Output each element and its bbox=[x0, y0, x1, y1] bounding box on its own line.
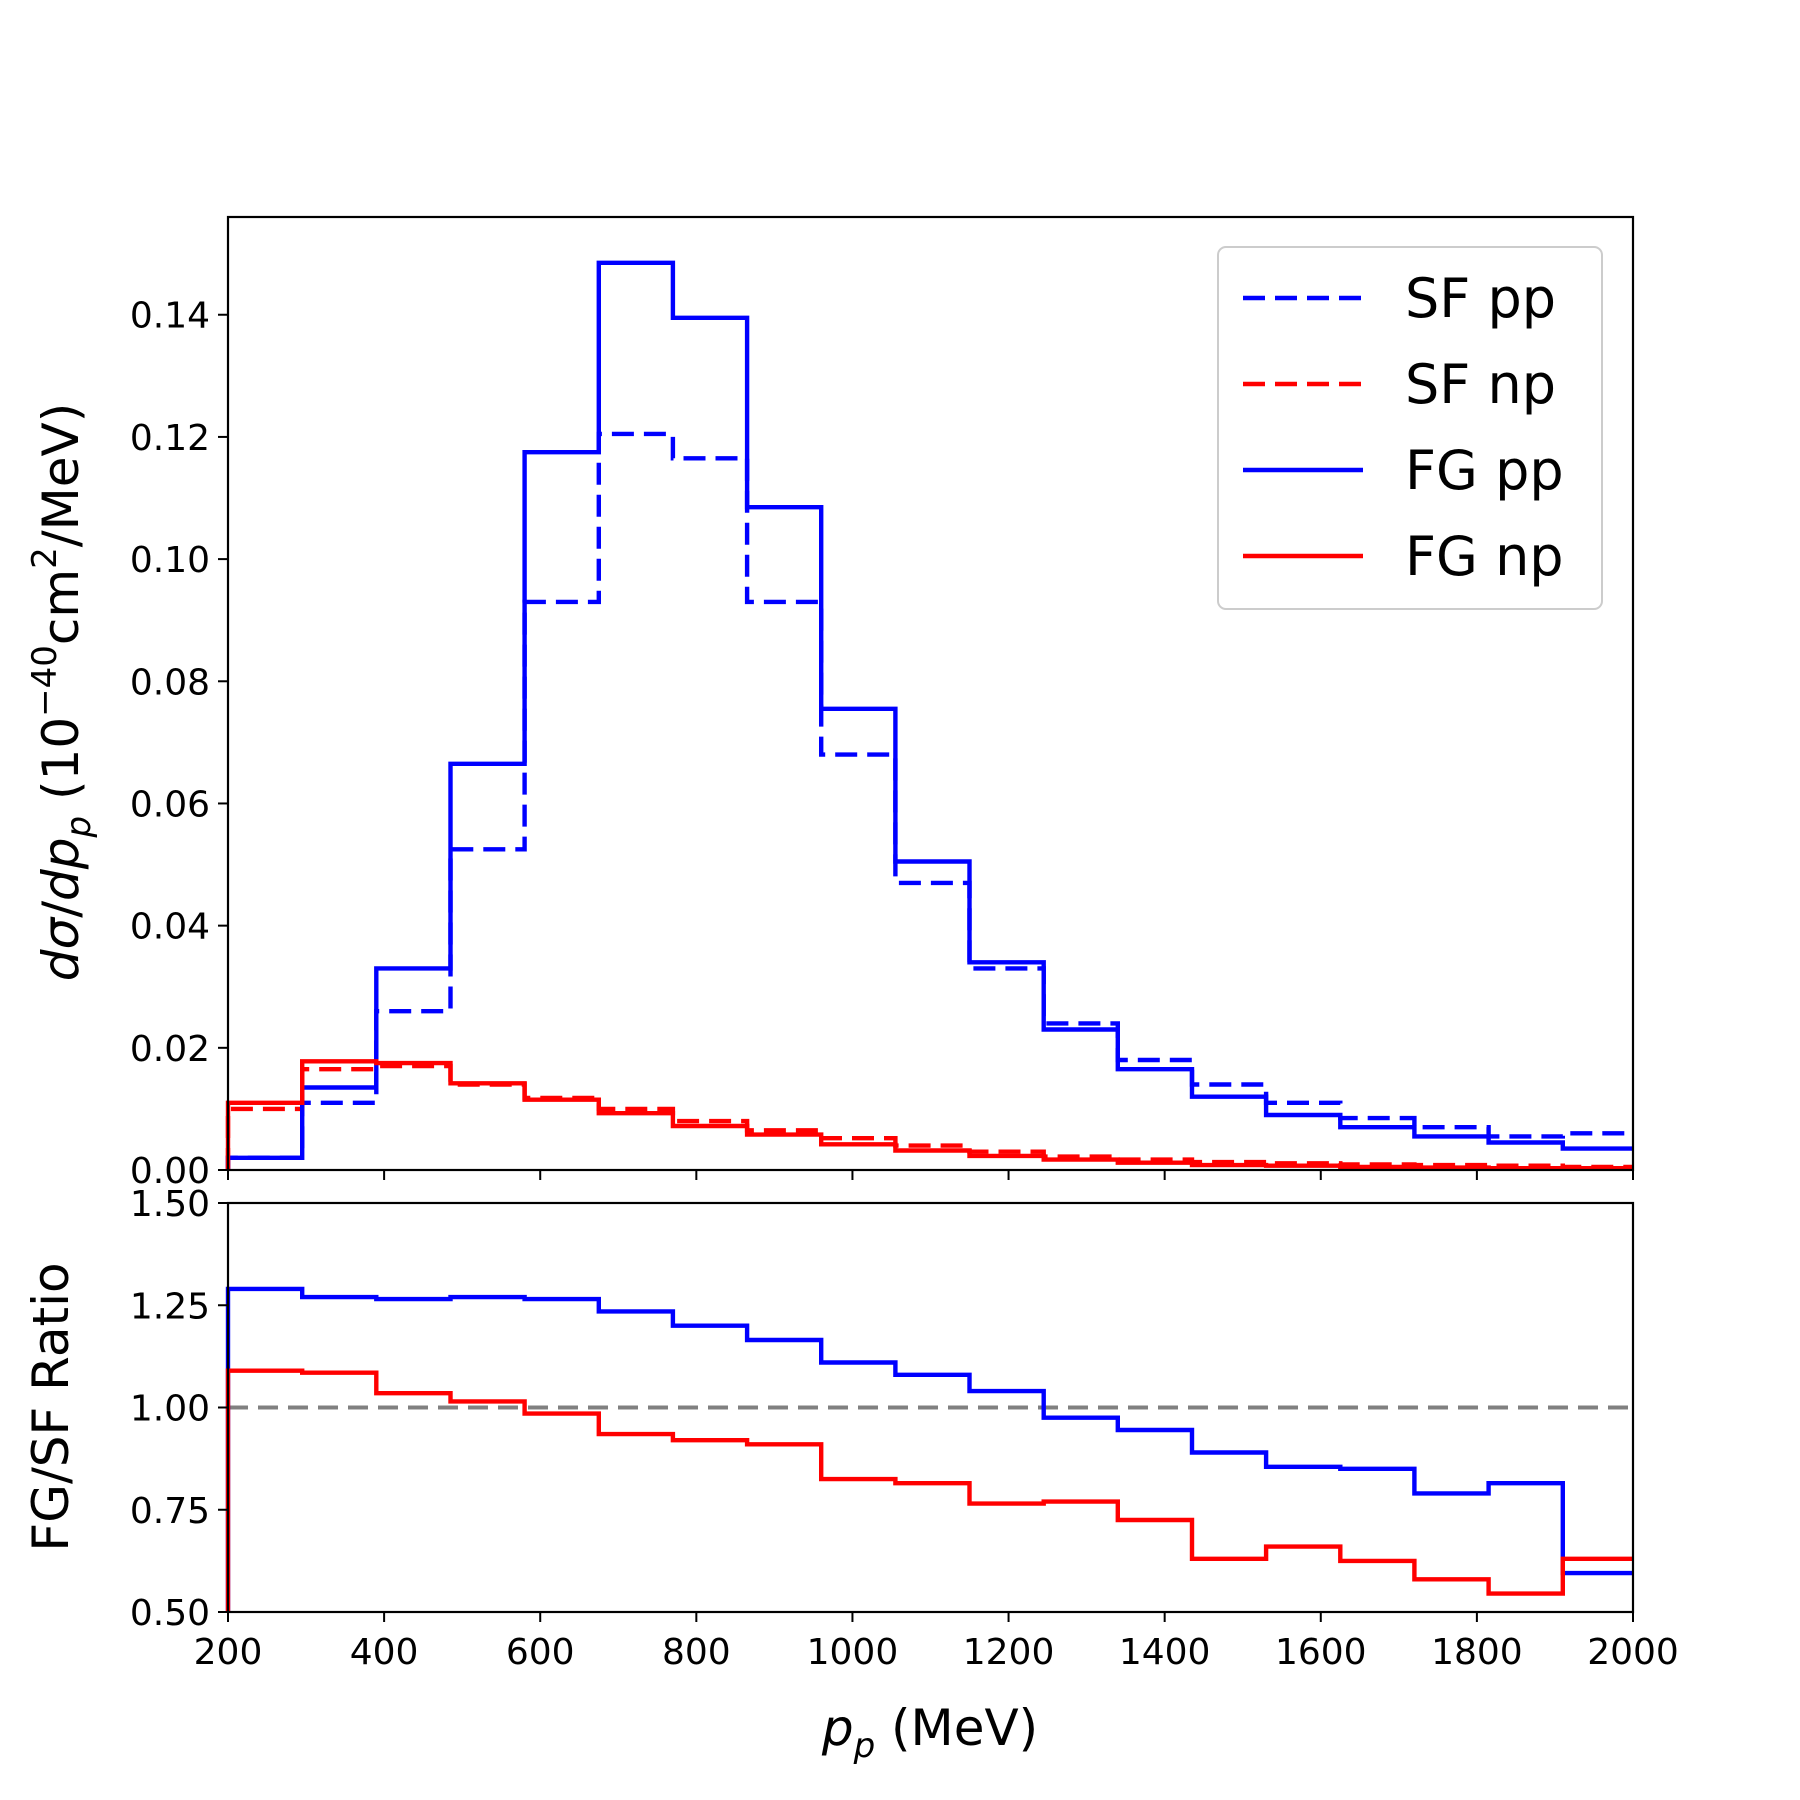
bottom-y-axis-label: FG/SF Ratio bbox=[22, 1262, 80, 1551]
x-axis-label: pp (MeV) bbox=[821, 1699, 1038, 1766]
x-tick-label: 200 bbox=[194, 1632, 263, 1673]
x-tick-label: 1400 bbox=[1119, 1632, 1211, 1673]
legend-label-fg-pp: FG pp bbox=[1405, 439, 1564, 502]
x-tick-label: 400 bbox=[350, 1632, 419, 1673]
top-y-tick-label: 0.08 bbox=[130, 662, 210, 703]
top-y-ticks: 0.00 0.02 0.04 0.06 0.08 0.10 0.12 0.14 bbox=[130, 296, 228, 1192]
legend-entries: SF pp SF np FG pp FG np bbox=[1243, 267, 1564, 588]
series-fg-pp bbox=[225, 260, 1633, 1170]
top-panel: 0.000.020.040.060.080.100.120.14 SF ppSF… bbox=[25, 215, 1635, 1192]
top-series-group bbox=[225, 260, 1633, 1171]
x-tick-label: 800 bbox=[662, 1632, 731, 1673]
top-y-tick-label: 0.04 bbox=[130, 907, 210, 948]
x-tick-label: 1600 bbox=[1275, 1632, 1367, 1673]
top-y-tick-label: 0.02 bbox=[130, 1029, 210, 1070]
top-y-tick-label: 0.14 bbox=[130, 296, 210, 337]
bottom-series-group bbox=[225, 1286, 1633, 1612]
x-tick-label: 2000 bbox=[1587, 1632, 1679, 1673]
legend-label-fg-np: FG np bbox=[1405, 525, 1564, 588]
top-y-axis-label: dσ/dpp (10−40cm2/MeV) bbox=[25, 403, 99, 981]
top-y-tick-label: 0.12 bbox=[130, 418, 210, 459]
series-np-ratio bbox=[225, 1368, 1633, 1612]
legend-label-sf-pp: SF pp bbox=[1405, 267, 1556, 330]
x-tick-label: 1000 bbox=[807, 1632, 899, 1673]
top-y-tick-label: 0.06 bbox=[130, 784, 210, 825]
bottom-y-tick-label: 0.50 bbox=[130, 1593, 210, 1634]
legend: SF pp SF np FG pp FG np bbox=[1217, 246, 1603, 610]
bottom-y-ticks: 0.50 0.75 1.00 1.25 1.50 bbox=[130, 1184, 228, 1634]
top-x-ticks bbox=[227, 1170, 1634, 1180]
bottom-plot-frame bbox=[226, 1201, 1635, 1614]
bottom-x-ticks: 200 400 600 800 1000 1200 1400 1600 1800 2000 bbox=[194, 1612, 1679, 1673]
x-tick-label: 600 bbox=[506, 1632, 575, 1673]
legend-label-sf-np: SF np bbox=[1405, 353, 1556, 416]
top-plot-frame bbox=[226, 215, 1635, 1172]
x-tick-label: 1200 bbox=[963, 1632, 1055, 1673]
x-tick-label: 1800 bbox=[1431, 1632, 1523, 1673]
series-pp-ratio bbox=[225, 1286, 1633, 1612]
bottom-y-tick-label: 1.00 bbox=[130, 1389, 210, 1430]
top-y-tick-label: 0.00 bbox=[130, 1151, 210, 1192]
legend-box bbox=[1217, 246, 1603, 610]
series-fg-np bbox=[225, 1059, 1633, 1171]
top-y-tick-label: 0.10 bbox=[130, 540, 210, 581]
bottom-y-tick-label: 0.75 bbox=[130, 1491, 210, 1532]
bottom-panel: 0.50 0.75 1.00 1.25 1.50 200 400 600 800 1000 120… bbox=[22, 1184, 1679, 1766]
bottom-y-tick-label: 1.50 bbox=[130, 1184, 210, 1225]
bottom-y-tick-label: 1.25 bbox=[130, 1286, 210, 1327]
